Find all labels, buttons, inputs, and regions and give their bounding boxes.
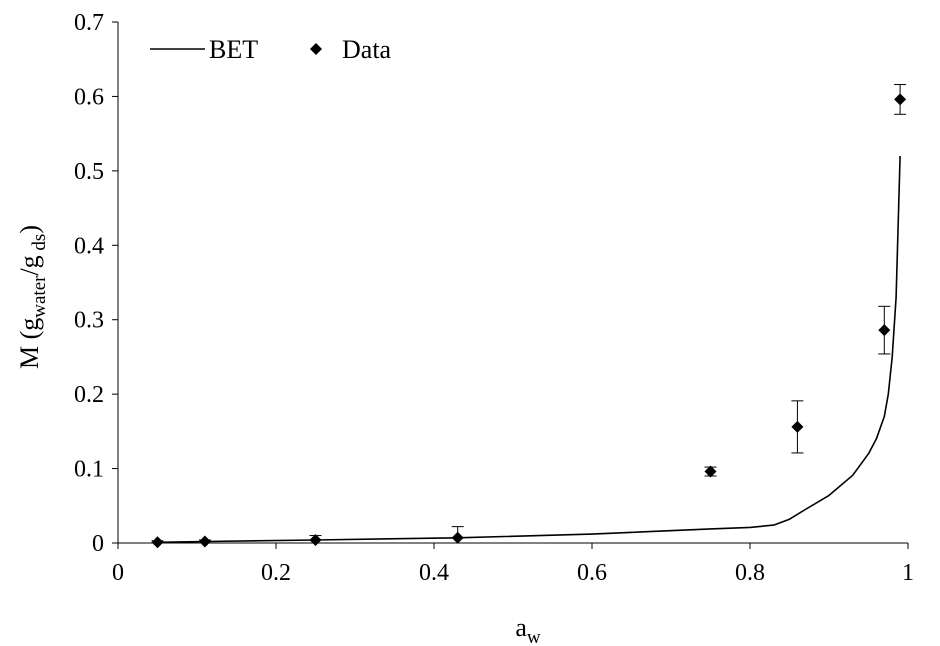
data-point	[894, 84, 907, 115]
data-marker	[704, 465, 717, 478]
y-tick-label: 0.1	[74, 457, 104, 483]
data-marker	[151, 536, 164, 549]
data-marker	[894, 93, 907, 106]
y-tick-label: 0.6	[74, 84, 104, 110]
y-tick-label: 0.4	[74, 233, 104, 259]
x-tick-label: 0.4	[419, 560, 449, 586]
x-axis-title: aw	[515, 613, 541, 646]
data-marker	[878, 324, 891, 337]
plot-area	[151, 84, 907, 549]
data-point	[151, 536, 164, 549]
x-tick-label: 1	[902, 560, 914, 586]
data-point	[451, 526, 464, 544]
x-tick-label: 0.6	[577, 560, 607, 586]
x-tick-label: 0.8	[735, 560, 765, 586]
y-tick-label: 0.2	[74, 382, 104, 408]
bet-series-line	[157, 155, 901, 544]
y-axis-title: M (gwater/g ds)	[15, 225, 50, 369]
legend-data-marker	[310, 43, 322, 55]
legend: BET Data	[150, 35, 392, 64]
data-point	[309, 534, 322, 547]
y-tick-label: 0.7	[74, 10, 104, 36]
legend-bet-label: BET	[209, 35, 258, 64]
data-point	[791, 400, 804, 454]
x-axis: 0 0.2 0.4 0.6 0.8 1	[112, 542, 914, 586]
x-tick-label: 0.2	[261, 560, 291, 586]
y-tick-label: 0.5	[74, 159, 104, 185]
data-point	[704, 465, 717, 478]
data-marker	[198, 535, 211, 548]
y-axis: 0 0.1 0.2 0.3 0.4 0.5 0.6 0.7	[74, 10, 119, 557]
data-marker	[791, 420, 804, 433]
legend-data-label: Data	[342, 35, 392, 64]
y-tick-label: 0.3	[74, 308, 104, 334]
data-marker	[451, 531, 464, 544]
data-point	[878, 305, 891, 355]
y-tick-label: 0	[92, 531, 104, 557]
x-tick-label: 0	[112, 560, 124, 586]
data-point	[198, 535, 211, 548]
